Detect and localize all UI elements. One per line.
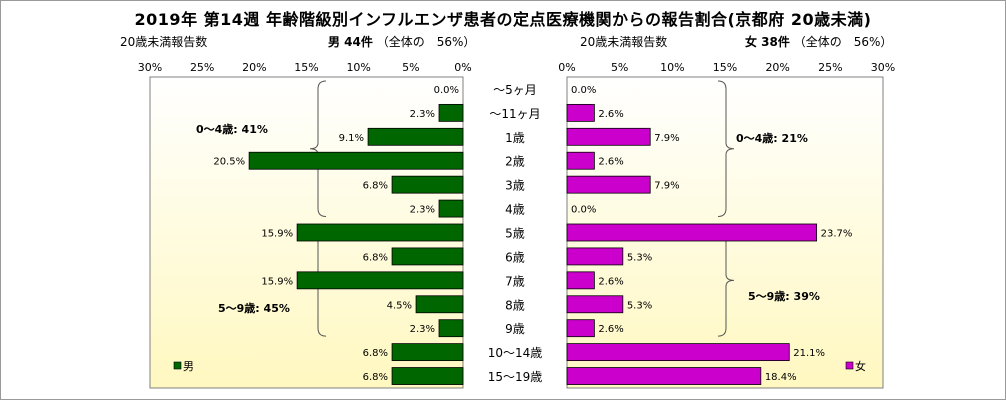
female-bar xyxy=(566,247,624,266)
male-value-label: 9.1% xyxy=(339,133,364,144)
left-axis-tick: 30% xyxy=(138,61,162,74)
male-value-label: 4.5% xyxy=(387,300,412,311)
female-count-label: 20歳未満報告数 xyxy=(580,35,668,49)
age-category-label: 10～14歳 xyxy=(488,346,543,360)
age-category-label: 3歳 xyxy=(505,179,525,193)
male-bar xyxy=(438,319,464,338)
male-value-label: 20.5% xyxy=(213,157,245,168)
age-category-label: 5歳 xyxy=(505,227,525,241)
female-bar xyxy=(566,127,651,146)
male-value-label: 15.9% xyxy=(261,276,293,287)
right-axis-tick: 5% xyxy=(611,61,628,74)
male-count: 男 44件 xyxy=(328,35,373,49)
male-bar xyxy=(296,271,464,290)
male-bar xyxy=(438,103,464,122)
chart-title: 2019年 第14週 年齢階級別インフルエンザ患者の定点医療機関からの報告割合(… xyxy=(134,10,872,29)
female-group-5-9: 5～9歳: 39% xyxy=(748,289,820,303)
right-axis-tick: 10% xyxy=(660,61,684,74)
female-value-label: 2.6% xyxy=(598,109,623,120)
male-value-label: 15.9% xyxy=(261,229,293,240)
male-bar xyxy=(391,367,464,385)
age-category-label: 8歳 xyxy=(505,298,525,312)
male-value-label: 0.0% xyxy=(434,85,459,96)
female-value-label: 21.1% xyxy=(793,348,825,359)
left-axis-tick: 5% xyxy=(402,61,419,74)
male-bar xyxy=(391,175,464,194)
female-value-label: 7.9% xyxy=(654,181,679,192)
male-value-label: 6.8% xyxy=(363,372,388,383)
female-bar xyxy=(566,175,651,194)
male-share: （全体の 56%） xyxy=(376,35,476,49)
right-axis-tick: 20% xyxy=(765,61,789,74)
male-count-label: 20歳未満報告数 xyxy=(120,35,208,49)
age-category-label: 4歳 xyxy=(505,203,525,217)
right-axis-tick: 25% xyxy=(818,61,842,74)
female-value-label: 7.9% xyxy=(654,133,679,144)
age-category-label: ～5ヶ月 xyxy=(493,83,537,97)
age-category-label: 15～19歳 xyxy=(488,370,543,384)
female-value-label: 18.4% xyxy=(765,372,797,383)
female-value-label: 2.6% xyxy=(598,276,623,287)
right-axis-tick: 30% xyxy=(871,61,895,74)
female-bar xyxy=(566,295,624,314)
female-value-label: 5.3% xyxy=(627,300,652,311)
left-axis-tick: 20% xyxy=(242,61,266,74)
female-bar xyxy=(566,367,762,385)
male-legend-swatch xyxy=(173,361,182,370)
male-bar xyxy=(296,223,464,242)
male-value-label: 6.8% xyxy=(363,252,388,263)
right-axis-tick: 0% xyxy=(558,61,575,74)
female-value-label: 5.3% xyxy=(627,252,652,263)
female-legend-label: 女 xyxy=(855,359,866,373)
male-bar xyxy=(391,343,464,362)
left-axis-tick: 10% xyxy=(346,61,370,74)
age-category-label: 7歳 xyxy=(505,274,525,288)
female-value-label: 0.0% xyxy=(571,205,596,216)
female-bar xyxy=(566,271,595,290)
male-bar xyxy=(415,295,464,314)
female-value-label: 2.6% xyxy=(598,324,623,335)
male-value-label: 6.8% xyxy=(363,348,388,359)
female-bar xyxy=(566,151,595,170)
male-0-4-bracket xyxy=(309,80,327,218)
male-bar xyxy=(248,151,464,170)
male-group-5-9: 5～9歳: 45% xyxy=(218,301,290,315)
age-category-label: 9歳 xyxy=(505,322,525,336)
age-category-label: 2歳 xyxy=(505,155,525,169)
right-axis-tick: 15% xyxy=(713,61,737,74)
female-count: 女 38件 xyxy=(745,35,790,49)
female-bar xyxy=(566,319,595,338)
male-value-label: 2.3% xyxy=(410,109,435,120)
female-count-block: 女 38件 （全体の 56%） xyxy=(745,33,892,50)
female-bar xyxy=(566,103,595,122)
male-bar xyxy=(438,199,464,218)
female-bar xyxy=(566,223,818,242)
male-legend-label: 男 xyxy=(183,360,194,373)
female-legend-swatch xyxy=(845,361,854,370)
left-axis-tick: 15% xyxy=(294,61,318,74)
female-value-label: 23.7% xyxy=(821,229,853,240)
age-category-label: 1歳 xyxy=(505,131,525,145)
male-value-label: 6.8% xyxy=(363,181,388,192)
male-value-label: 2.3% xyxy=(410,205,435,216)
male-group-0-4: 0～4歳: 41% xyxy=(196,122,268,136)
female-value-label: 2.6% xyxy=(598,157,623,168)
male-value-label: 2.3% xyxy=(410,324,435,335)
left-axis-tick: 0% xyxy=(454,61,471,74)
age-category-label: 6歳 xyxy=(505,250,525,264)
male-bar xyxy=(391,247,464,266)
left-axis-tick: 25% xyxy=(190,61,214,74)
female-group-0-4: 0～4歳: 21% xyxy=(736,131,808,145)
male-count-block: 男 44件 （全体の 56%） xyxy=(328,33,475,50)
female-0-4-bracket xyxy=(717,80,735,218)
female-share: （全体の 56%） xyxy=(793,35,893,49)
age-category-label: ～11ヶ月 xyxy=(489,107,540,121)
male-bar xyxy=(367,127,464,146)
female-bar xyxy=(566,343,790,362)
female-value-label: 0.0% xyxy=(571,85,596,96)
